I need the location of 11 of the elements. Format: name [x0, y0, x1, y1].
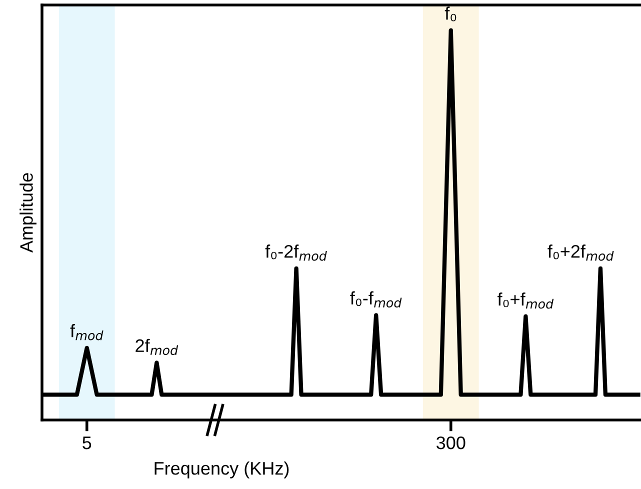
- annotation: f₀+f$_{mod}$: [497, 292, 554, 309]
- annotation: f₀+2f$_{mod}$: [548, 244, 614, 261]
- annotation: f$_{mod}$: [70, 324, 104, 340]
- x-tick-label: 300: [436, 436, 466, 450]
- annotation: f₀-2f$_{mod}$: [265, 244, 327, 261]
- x-axis-title: Frequency (KHz): [154, 462, 289, 478]
- annotation: f₀-f$_{mod}$: [350, 291, 402, 308]
- x-tick-label: 5: [82, 436, 92, 450]
- y-axis-title: Amplitude: [20, 173, 36, 253]
- annotation: 2f$_{mod}$: [136, 338, 178, 356]
- text: f₀: [444, 6, 456, 22]
